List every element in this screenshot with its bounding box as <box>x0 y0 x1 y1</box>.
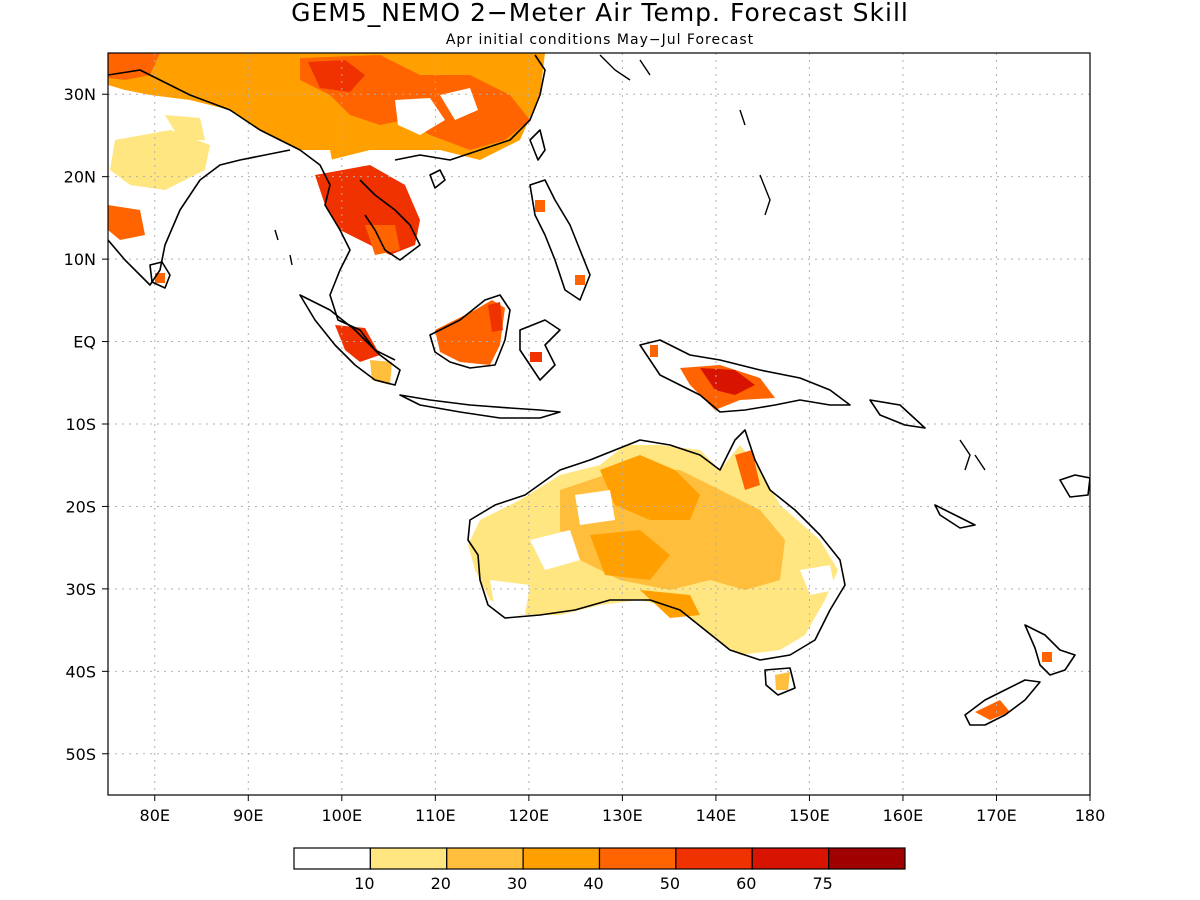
skill-region-halmahera <box>650 345 658 357</box>
skill-region-tasmania <box>775 672 790 690</box>
skill-region-india-north <box>110 130 210 190</box>
y-tick-label: 50S <box>65 745 96 764</box>
skill-region-australia-central <box>590 530 670 580</box>
skill-region-sulawesi <box>530 352 542 362</box>
coastline-ryukyu-bonin <box>739 109 771 216</box>
y-axis: 30N 20N 10N EQ 10S 20S 30S 40S 50S <box>64 85 108 764</box>
skill-region-india-west <box>108 205 145 240</box>
coastline-taiwan <box>529 129 546 161</box>
y-tick-label: 30N <box>64 85 96 104</box>
colorbar-label: 30 <box>507 874 527 893</box>
colorbar-swatch <box>751 847 830 870</box>
coastline-indochina <box>359 179 421 261</box>
skill-region-australia-low-east <box>800 565 835 595</box>
skill-region-australia-low-nw <box>575 490 615 525</box>
y-tick-label: EQ <box>73 333 96 352</box>
skill-region-borneo-north <box>488 302 503 332</box>
skill-region-mindanao <box>575 275 585 285</box>
coastline-fiji <box>1059 474 1090 498</box>
coastline-java-nusa <box>399 394 561 419</box>
skill-region-newguinea-max <box>700 368 755 395</box>
coastline-srilanka <box>149 261 171 289</box>
colorbar-label: 75 <box>812 874 832 893</box>
skill-region-australia-low-west <box>530 530 580 570</box>
colorbar-swatch <box>675 847 753 870</box>
skill-shading <box>108 53 1052 720</box>
y-tick-label: 30S <box>65 580 96 599</box>
skill-region-sumatra <box>335 325 380 362</box>
y-tick-label: 20S <box>65 497 96 516</box>
skill-region-australia-south <box>640 590 700 618</box>
coastline-india <box>108 149 291 286</box>
colorbar-label: 20 <box>431 874 451 893</box>
coastline-hainan <box>429 169 446 189</box>
coastline-solomons <box>869 399 926 429</box>
coastline-borneo <box>429 294 511 369</box>
x-tick-label: 130E <box>602 806 643 825</box>
colorbar-label: 10 <box>354 874 374 893</box>
y-tick-label: 20N <box>64 168 96 187</box>
colorbar: 10 20 30 40 50 60 75 <box>293 847 906 893</box>
x-tick-label: 170E <box>976 806 1017 825</box>
x-tick-label: 80E <box>140 806 170 825</box>
coastline-andaman <box>274 229 293 266</box>
skill-region-capeyork <box>735 450 760 490</box>
x-tick-label: 180 <box>1075 806 1106 825</box>
figure-subtitle: Apr initial conditions May−Jul Forecast <box>446 32 754 48</box>
coastline-tasmania <box>764 667 796 696</box>
skill-region-nz-north <box>1042 652 1052 662</box>
coastline-japan-south <box>599 54 651 81</box>
coastline-vanuatu <box>959 439 986 471</box>
coastline-australia <box>467 429 846 661</box>
skill-region-vietnam-south <box>365 225 400 255</box>
coastline-sumatra <box>299 294 401 386</box>
skill-region-nz-south <box>975 700 1010 720</box>
skill-region-indochina <box>315 165 420 255</box>
coastlines <box>108 54 1090 726</box>
skill-region-china-low <box>395 98 445 135</box>
coastline-nz-north <box>1024 624 1076 676</box>
colorbar-swatch <box>522 847 601 870</box>
skill-region-india-ne <box>165 115 205 140</box>
colorbar-swatch <box>828 847 906 870</box>
figure-title: GEM5_NEMO 2−Meter Air Temp. Forecast Ski… <box>291 0 909 27</box>
map-plot-area <box>108 53 1090 795</box>
colorbar-swatch <box>369 847 448 870</box>
map-gridlines <box>108 53 1090 795</box>
y-tick-label: 10S <box>65 415 96 434</box>
x-tick-label: 90E <box>233 806 263 825</box>
skill-region-australia-low-sw <box>490 580 530 615</box>
coastline-nz-south <box>964 679 1041 726</box>
x-axis: 80E 90E 100E 110E 120E 130E 140E 150E 160E 170E 18… <box>140 795 1106 825</box>
coastline-new-caledonia <box>934 504 976 529</box>
skill-region-china-max <box>308 60 365 92</box>
colorbar-label: 50 <box>660 874 680 893</box>
x-tick-label: 120E <box>509 806 550 825</box>
skill-region-srilanka <box>155 273 165 283</box>
colorbar-swatch <box>446 847 524 870</box>
y-tick-label: 40S <box>65 662 96 681</box>
colorbar-swatch <box>293 847 371 870</box>
coastline-newguinea <box>639 339 851 413</box>
coastline-philippines <box>529 179 591 301</box>
x-tick-label: 160E <box>883 806 924 825</box>
x-tick-label: 110E <box>415 806 456 825</box>
y-tick-label: 10N <box>64 250 96 269</box>
x-tick-label: 150E <box>789 806 830 825</box>
skill-region-borneo <box>435 300 505 365</box>
skill-region-australia-north <box>600 455 700 520</box>
x-tick-label: 100E <box>321 806 362 825</box>
colorbar-label: 60 <box>736 874 756 893</box>
coastline-china-east <box>394 54 546 161</box>
skill-region-sumatra-south <box>370 360 392 385</box>
coastline-asia-mainland <box>108 69 396 361</box>
skill-region-luzon <box>535 200 545 212</box>
colorbar-swatch <box>598 847 677 870</box>
coastline-sulawesi <box>519 319 561 381</box>
skill-region-china-low2 <box>440 88 478 120</box>
x-tick-label: 140E <box>696 806 737 825</box>
colorbar-label: 40 <box>583 874 603 893</box>
